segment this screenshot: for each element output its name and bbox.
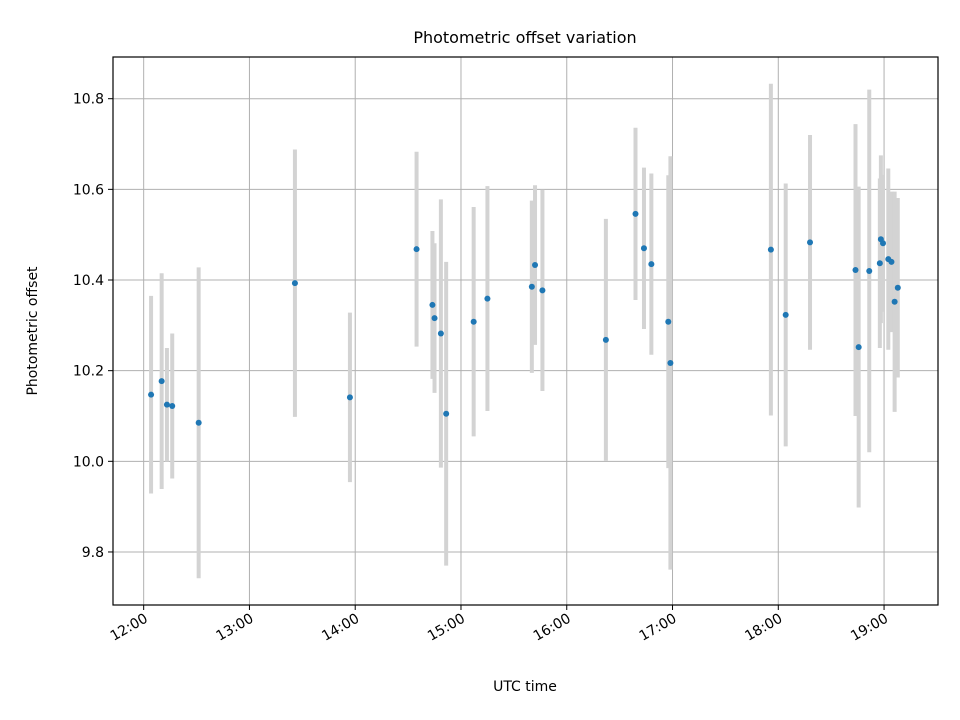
data-point [169, 403, 176, 410]
y-tick-label: 10.2 [73, 364, 104, 380]
data-point [163, 401, 170, 408]
data-point [855, 344, 862, 351]
data-point [852, 267, 859, 274]
data-point [346, 394, 353, 401]
data-point [429, 301, 436, 308]
data-point [876, 260, 883, 267]
data-point [888, 258, 895, 265]
data-point [894, 284, 901, 291]
data-point [431, 315, 438, 322]
grid [113, 57, 938, 605]
data-point [602, 336, 609, 343]
data-point [539, 287, 546, 294]
y-axis-ticks: 9.8 10.0 10.2 10.4 10.6 10.8 [73, 92, 113, 561]
data-point [767, 246, 774, 253]
data-point [484, 295, 491, 302]
data-point [640, 245, 647, 252]
data-point [667, 359, 674, 366]
y-axis-label: Photometric offset [25, 266, 41, 396]
data-point [807, 239, 814, 246]
data-point [648, 261, 655, 268]
data-point [782, 311, 789, 318]
data-point [148, 391, 155, 398]
data-point [632, 210, 639, 217]
data-point [891, 298, 898, 305]
data-point [528, 283, 535, 290]
y-tick-label: 10.0 [73, 454, 104, 470]
y-tick-label: 10.8 [73, 92, 104, 108]
data-point [532, 262, 539, 269]
chart-title: Photometric offset variation [413, 28, 636, 47]
y-tick-label: 9.8 [82, 545, 104, 561]
data-point [291, 280, 298, 287]
data-point [470, 318, 477, 325]
y-tick-label: 10.6 [73, 182, 104, 198]
data-points [148, 210, 901, 426]
data-point [195, 419, 202, 426]
data-point [665, 318, 672, 325]
data-point [413, 246, 420, 253]
x-axis-label: UTC time [493, 679, 557, 695]
data-point [866, 267, 873, 274]
data-point [158, 378, 165, 385]
data-point [880, 240, 886, 247]
plot-frame [112, 56, 939, 606]
data-point [443, 410, 450, 417]
y-tick-label: 10.4 [73, 273, 104, 289]
data-point [437, 330, 444, 337]
